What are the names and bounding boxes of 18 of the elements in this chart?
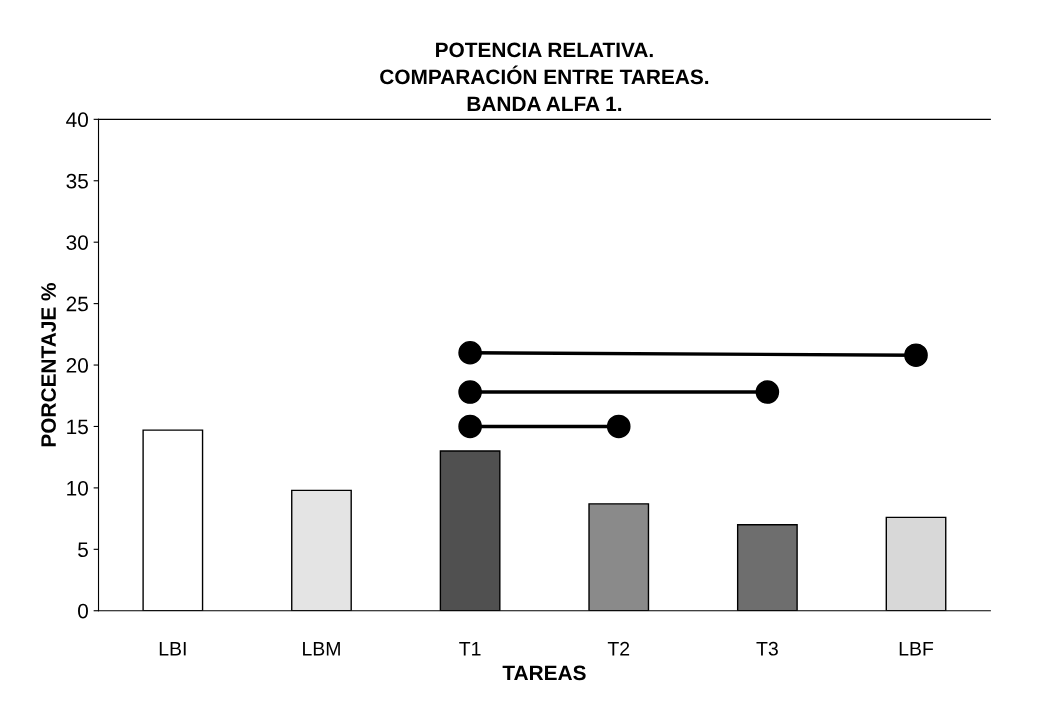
y-tick-label: 15 — [67, 419, 88, 435]
y-tick-label: 35 — [66, 173, 88, 189]
y-axis-title: PORCENTAJE % — [41, 283, 56, 447]
y-tick-label: 10 — [67, 480, 88, 496]
x-tick-label: LBM — [303, 642, 340, 656]
x-tick-label: LBF — [899, 642, 934, 656]
y-tick-label: 0 — [78, 603, 88, 619]
x-axis-title: TAREAS — [502, 665, 586, 681]
chart-title: POTENCIA RELATIVA. COMPARACIÓN ENTRE TAREAS. BANDA ALFA 1. — [380, 42, 709, 112]
y-tick-label: 30 — [66, 235, 88, 250]
y-tick-label: 40 — [66, 112, 88, 128]
y-tick-label: 20 — [66, 358, 88, 373]
x-tick-label: LBI — [159, 642, 186, 656]
y-tick-label: 25 — [66, 296, 88, 312]
y-tick-label: 5 — [78, 542, 88, 558]
x-tick-label: T2 — [607, 641, 630, 656]
x-tick-label: T3 — [756, 641, 778, 656]
x-tick-label: T1 — [459, 642, 481, 656]
